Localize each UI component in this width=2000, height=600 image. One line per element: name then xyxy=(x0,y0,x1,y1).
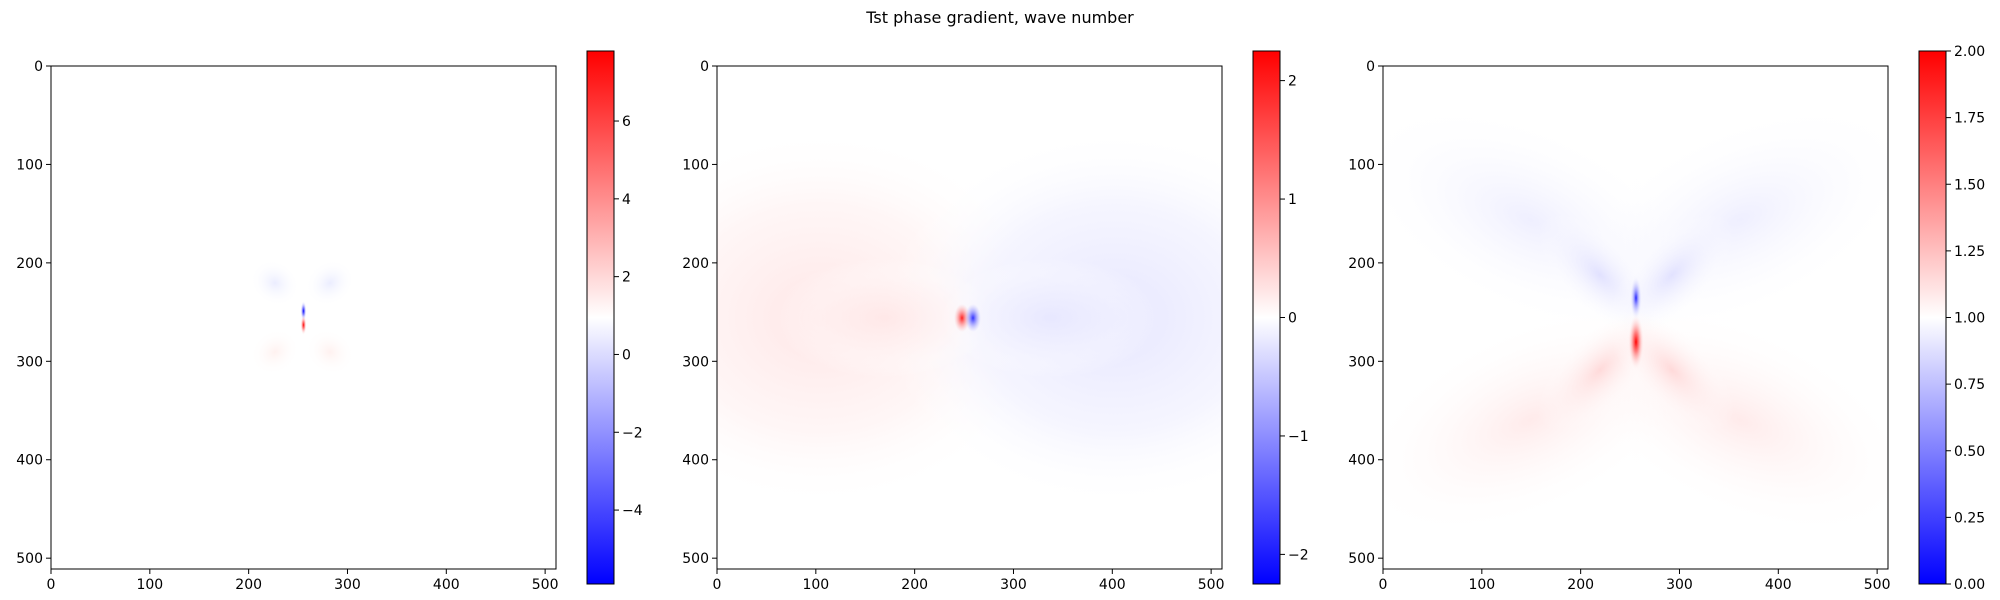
y-tick-label: 200 xyxy=(1348,256,1375,272)
y-tick-label: 400 xyxy=(16,453,43,469)
y-tick-label: 400 xyxy=(682,453,709,469)
colorbar-tick-label: 1.00 xyxy=(1954,311,1985,327)
x-tick-label: 500 xyxy=(1198,577,1225,593)
colorbar-tick-label: 0.50 xyxy=(1954,444,1985,460)
colorbar-tick-label: 2 xyxy=(1288,74,1297,90)
colorbar-tick-label: 1.75 xyxy=(1954,111,1985,127)
heatmap-3 xyxy=(1383,66,1888,569)
colorbar-tick-label: 6 xyxy=(622,114,631,130)
colorbar-3 xyxy=(1919,51,1946,584)
x-tick-label: 0 xyxy=(713,577,722,593)
y-tick-label: 500 xyxy=(682,551,709,567)
axes-frame-2 xyxy=(716,65,1223,570)
y-tick-label: 200 xyxy=(682,256,709,272)
y-tick-label: 0 xyxy=(34,59,43,75)
heatmap-2 xyxy=(717,66,1222,569)
y-tick-label: 500 xyxy=(16,551,43,567)
colorbar-tick-label: 0.75 xyxy=(1954,377,1985,393)
axes-frame-1 xyxy=(50,65,557,570)
x-tick-label: 100 xyxy=(802,577,829,593)
colorbar-tick-label: −2 xyxy=(1288,547,1309,563)
colorbar-tick-label: 0 xyxy=(1288,311,1297,327)
figure-title: Tst phase gradient, wave number xyxy=(866,8,1134,27)
heatmap-1 xyxy=(51,66,556,569)
y-tick-label: 200 xyxy=(16,256,43,272)
colorbar-1 xyxy=(587,51,614,584)
axes-frame-3 xyxy=(1382,65,1889,570)
colorbar-tick-label: 1.25 xyxy=(1954,244,1985,260)
colorbar-tick-label: 1 xyxy=(1288,192,1297,208)
colorbar-frame-1 xyxy=(586,50,615,585)
y-tick-label: 300 xyxy=(16,354,43,370)
x-tick-label: 200 xyxy=(901,577,928,593)
x-tick-label: 0 xyxy=(1379,577,1388,593)
x-tick-label: 300 xyxy=(1666,577,1693,593)
y-tick-label: 100 xyxy=(1348,157,1375,173)
colorbar-tick-label: 2 xyxy=(622,270,631,286)
x-tick-label: 100 xyxy=(1468,577,1495,593)
x-tick-label: 400 xyxy=(1765,577,1792,593)
x-tick-label: 500 xyxy=(532,577,559,593)
colorbar-tick-label: 2.00 xyxy=(1954,44,1985,60)
colorbar-tick-label: 0.25 xyxy=(1954,510,1985,526)
colorbar-tick-label: −1 xyxy=(1288,429,1309,445)
colorbar-tick-label: 4 xyxy=(622,192,631,208)
x-tick-label: 100 xyxy=(136,577,163,593)
y-tick-label: 500 xyxy=(1348,551,1375,567)
y-tick-label: 400 xyxy=(1348,453,1375,469)
x-tick-label: 300 xyxy=(334,577,361,593)
x-tick-label: 400 xyxy=(433,577,460,593)
colorbar-2 xyxy=(1253,51,1280,584)
x-tick-label: 0 xyxy=(47,577,56,593)
colorbar-tick-label: 0 xyxy=(622,347,631,363)
colorbar-tick-label: 1.50 xyxy=(1954,177,1985,193)
x-tick-label: 200 xyxy=(235,577,262,593)
y-tick-label: 0 xyxy=(700,59,709,75)
colorbar-tick-label: −4 xyxy=(622,503,643,519)
x-tick-label: 400 xyxy=(1099,577,1126,593)
y-tick-label: 100 xyxy=(16,157,43,173)
colorbar-tick-label: −2 xyxy=(622,425,643,441)
colorbar-tick-label: 0.00 xyxy=(1954,577,1985,593)
y-tick-label: 0 xyxy=(1366,59,1375,75)
x-tick-label: 200 xyxy=(1567,577,1594,593)
x-tick-label: 500 xyxy=(1864,577,1891,593)
y-tick-label: 300 xyxy=(1348,354,1375,370)
y-tick-label: 100 xyxy=(682,157,709,173)
x-tick-label: 300 xyxy=(1000,577,1027,593)
y-tick-label: 300 xyxy=(682,354,709,370)
